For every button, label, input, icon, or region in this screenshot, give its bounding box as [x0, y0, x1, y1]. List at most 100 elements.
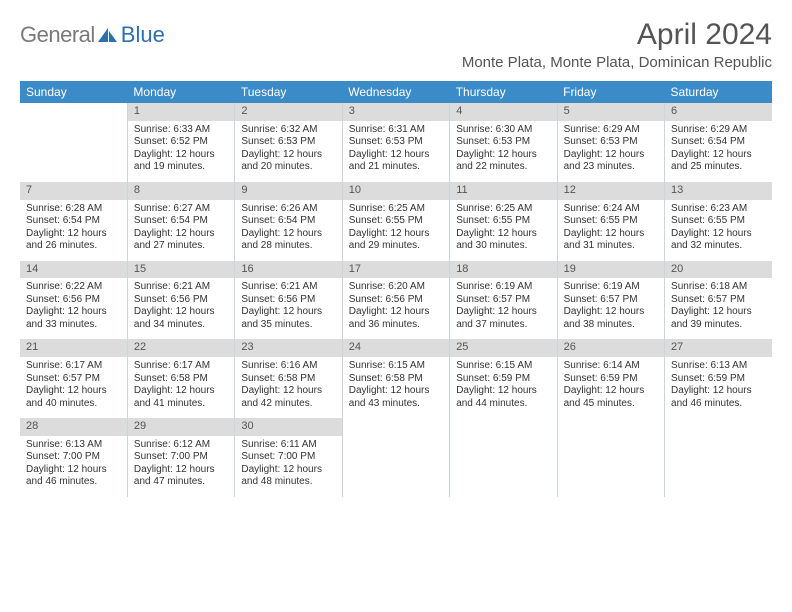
day-number: 3 — [343, 103, 449, 121]
day-body: Sunrise: 6:30 AMSunset: 6:53 PMDaylight:… — [450, 121, 556, 182]
daylight-line: Daylight: 12 hours and 19 minutes. — [134, 149, 228, 174]
daylight-line: Daylight: 12 hours and 21 minutes. — [349, 149, 443, 174]
calendar-cell: 23Sunrise: 6:16 AMSunset: 6:58 PMDayligh… — [235, 339, 342, 418]
day-number: 21 — [20, 339, 127, 357]
daylight-line: Daylight: 12 hours and 26 minutes. — [26, 228, 121, 253]
weekday-header: Friday — [557, 81, 664, 103]
day-body: Sunrise: 6:33 AMSunset: 6:52 PMDaylight:… — [128, 121, 234, 182]
day-number: 23 — [235, 339, 341, 357]
day-number: 7 — [20, 182, 127, 200]
day-number: 26 — [558, 339, 664, 357]
calendar-cell: 21Sunrise: 6:17 AMSunset: 6:57 PMDayligh… — [20, 339, 127, 418]
day-number: 24 — [343, 339, 449, 357]
daylight-line: Daylight: 12 hours and 22 minutes. — [456, 149, 550, 174]
day-body — [558, 436, 664, 495]
day-body: Sunrise: 6:16 AMSunset: 6:58 PMDaylight:… — [235, 357, 341, 418]
daylight-line: Daylight: 12 hours and 39 minutes. — [671, 306, 766, 331]
calendar-cell: 17Sunrise: 6:20 AMSunset: 6:56 PMDayligh… — [342, 261, 449, 340]
daylight-line: Daylight: 12 hours and 32 minutes. — [671, 228, 766, 253]
sunrise-line: Sunrise: 6:11 AM — [241, 439, 335, 452]
sunset-line: Sunset: 6:53 PM — [564, 136, 658, 149]
daylight-line: Daylight: 12 hours and 45 minutes. — [564, 385, 658, 410]
location-label: Monte Plata, Monte Plata, Dominican Repu… — [462, 54, 772, 71]
day-body: Sunrise: 6:17 AMSunset: 6:57 PMDaylight:… — [20, 357, 127, 418]
sunset-line: Sunset: 6:59 PM — [456, 373, 550, 386]
calendar-week-row: 7Sunrise: 6:28 AMSunset: 6:54 PMDaylight… — [20, 182, 772, 261]
sunrise-line: Sunrise: 6:13 AM — [671, 360, 766, 373]
sunset-line: Sunset: 6:53 PM — [456, 136, 550, 149]
day-number: 17 — [343, 261, 449, 279]
sunset-line: Sunset: 6:59 PM — [564, 373, 658, 386]
sunset-line: Sunset: 6:52 PM — [134, 136, 228, 149]
calendar-cell: 5Sunrise: 6:29 AMSunset: 6:53 PMDaylight… — [557, 103, 664, 182]
day-number: 2 — [235, 103, 341, 121]
sunrise-line: Sunrise: 6:21 AM — [134, 281, 228, 294]
day-body: Sunrise: 6:32 AMSunset: 6:53 PMDaylight:… — [235, 121, 341, 182]
sunrise-line: Sunrise: 6:23 AM — [671, 203, 766, 216]
sunset-line: Sunset: 6:55 PM — [564, 215, 658, 228]
sunrise-line: Sunrise: 6:33 AM — [134, 124, 228, 137]
sunrise-line: Sunrise: 6:27 AM — [134, 203, 228, 216]
day-number: 4 — [450, 103, 556, 121]
calendar-cell: 2Sunrise: 6:32 AMSunset: 6:53 PMDaylight… — [235, 103, 342, 182]
sunset-line: Sunset: 6:53 PM — [241, 136, 335, 149]
calendar-cell: 26 Sunrise: 6:14 AMSunset: 6:59 PMDayligh… — [557, 339, 664, 418]
sunset-line: Sunset: 6:54 PM — [241, 215, 335, 228]
calendar-cell: 25Sunrise: 6:15 AMSunset: 6:59 PMDayligh… — [450, 339, 557, 418]
daylight-line: Daylight: 12 hours and 46 minutes. — [26, 464, 121, 489]
daylight-line: Daylight: 12 hours and 25 minutes. — [671, 149, 766, 174]
day-body: Sunrise: 6:19 AMSunset: 6:57 PMDaylight:… — [450, 278, 556, 339]
sunset-line: Sunset: 6:55 PM — [671, 215, 766, 228]
day-body: Sunrise: 6:22 AMSunset: 6:56 PMDaylight:… — [20, 278, 127, 339]
daylight-line: Daylight: 12 hours and 33 minutes. — [26, 306, 121, 331]
sunset-line: Sunset: 7:00 PM — [134, 451, 228, 464]
calendar-body: 1Sunrise: 6:33 AMSunset: 6:52 PMDaylight… — [20, 103, 772, 497]
header-bar: General Blue April 2024 Monte Plata, Mon… — [20, 18, 772, 71]
sunset-line: Sunset: 6:54 PM — [134, 215, 228, 228]
sunset-line: Sunset: 7:00 PM — [26, 451, 121, 464]
sunrise-line: Sunrise: 6:31 AM — [349, 124, 443, 137]
sunset-line: Sunset: 6:55 PM — [349, 215, 443, 228]
logo: General Blue — [20, 22, 165, 48]
sunrise-line: Sunrise: 6:19 AM — [564, 281, 658, 294]
day-number: 14 — [20, 261, 127, 279]
daylight-line: Daylight: 12 hours and 48 minutes. — [241, 464, 335, 489]
logo-text-blue: Blue — [121, 22, 165, 48]
sunrise-line: Sunrise: 6:25 AM — [349, 203, 443, 216]
calendar-cell: 14Sunrise: 6:22 AMSunset: 6:56 PMDayligh… — [20, 261, 127, 340]
daylight-line: Daylight: 12 hours and 43 minutes. — [349, 385, 443, 410]
daylight-line: Daylight: 12 hours and 28 minutes. — [241, 228, 335, 253]
calendar-cell — [665, 418, 772, 497]
weekday-header: Monday — [127, 81, 234, 103]
sunset-line: Sunset: 6:56 PM — [241, 294, 335, 307]
sunrise-line: Sunrise: 6:19 AM — [456, 281, 550, 294]
calendar-cell — [450, 418, 557, 497]
day-body: Sunrise: 6:20 AMSunset: 6:56 PMDaylight:… — [343, 278, 449, 339]
day-number: 6 — [665, 103, 772, 121]
sunrise-line: Sunrise: 6:14 AM — [564, 360, 658, 373]
day-number: 25 — [450, 339, 556, 357]
sunset-line: Sunset: 6:56 PM — [26, 294, 121, 307]
calendar-cell: 22Sunrise: 6:17 AMSunset: 6:58 PMDayligh… — [127, 339, 234, 418]
weekday-header: Wednesday — [342, 81, 449, 103]
daylight-line: Daylight: 12 hours and 23 minutes. — [564, 149, 658, 174]
sunrise-line: Sunrise: 6:13 AM — [26, 439, 121, 452]
day-body — [665, 436, 772, 495]
sunrise-line: Sunrise: 6:18 AM — [671, 281, 766, 294]
sunset-line: Sunset: 6:53 PM — [349, 136, 443, 149]
sunrise-line: Sunrise: 6:17 AM — [134, 360, 228, 373]
daylight-line: Daylight: 12 hours and 47 minutes. — [134, 464, 228, 489]
calendar-week-row: 14Sunrise: 6:22 AMSunset: 6:56 PMDayligh… — [20, 261, 772, 340]
day-body: Sunrise: 6:13 AMSunset: 7:00 PMDaylight:… — [20, 436, 127, 497]
day-body: Sunrise: 6:11 AMSunset: 7:00 PMDaylight:… — [235, 436, 341, 497]
day-body: Sunrise: 6:28 AMSunset: 6:54 PMDaylight:… — [20, 200, 127, 261]
sunrise-line: Sunrise: 6:32 AM — [241, 124, 335, 137]
day-body: Sunrise: 6:25 AMSunset: 6:55 PMDaylight:… — [450, 200, 556, 261]
weekday-header: Thursday — [450, 81, 557, 103]
day-body: Sunrise: 6:13 AMSunset: 6:59 PMDaylight:… — [665, 357, 772, 418]
day-number: 20 — [665, 261, 772, 279]
day-number: 19 — [558, 261, 664, 279]
daylight-line: Daylight: 12 hours and 40 minutes. — [26, 385, 121, 410]
calendar-cell: 3 Sunrise: 6:31 AMSunset: 6:53 PMDaylight… — [342, 103, 449, 182]
day-number: 16 — [235, 261, 341, 279]
